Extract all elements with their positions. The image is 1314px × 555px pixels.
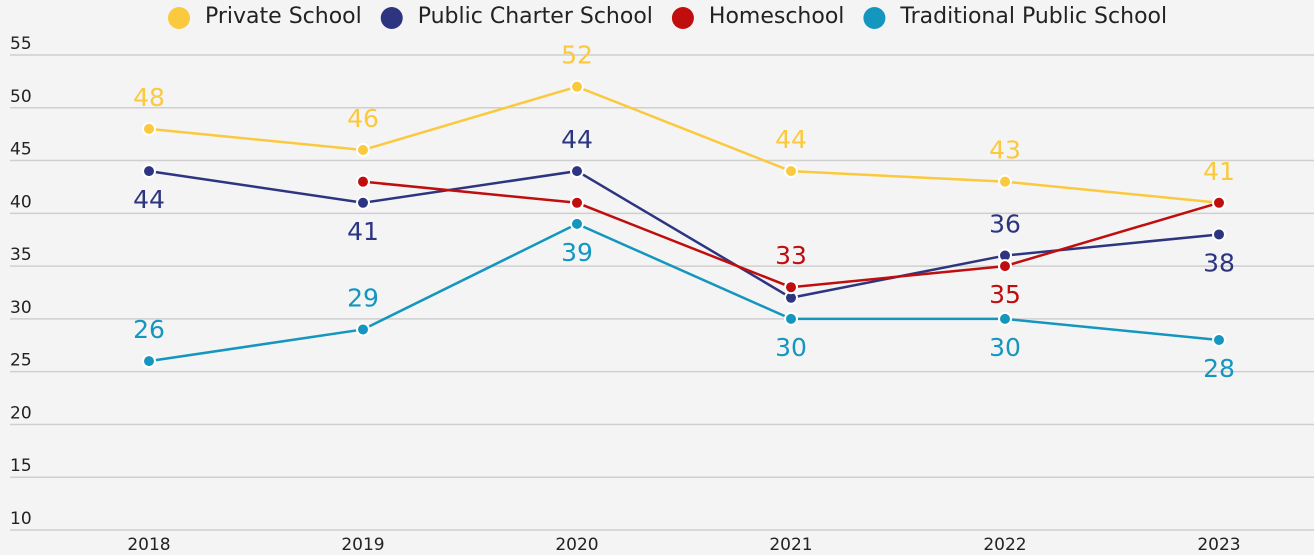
y-tick-label: 25 [10, 351, 32, 371]
data-point [356, 195, 370, 210]
series-line [362, 180, 1220, 289]
data-point [998, 259, 1012, 274]
data-label: 41 [1203, 157, 1235, 186]
data-label: 30 [989, 333, 1021, 362]
y-tick-label: 45 [10, 140, 32, 160]
legend-label: Homeschool [709, 4, 845, 29]
series-line [148, 85, 1220, 205]
data-label: 38 [1203, 248, 1235, 277]
x-tick-label: 2019 [341, 535, 384, 555]
y-tick-label: 35 [10, 245, 32, 265]
series-line [148, 222, 1220, 363]
y-tick-label: 30 [10, 298, 32, 318]
data-label: 33 [775, 241, 807, 270]
data-point [1212, 195, 1226, 210]
data-label: 29 [347, 283, 379, 312]
data-label: 44 [775, 125, 807, 154]
y-tick-label: 15 [10, 456, 32, 476]
data-point [998, 311, 1012, 326]
legend-marker [671, 7, 694, 29]
data-point [784, 280, 798, 295]
data-point [784, 311, 798, 326]
data-label: 52 [561, 41, 593, 70]
y-tick-label: 20 [10, 403, 32, 423]
data-point [356, 322, 370, 337]
x-tick-label: 2021 [769, 535, 812, 555]
data-point [570, 164, 584, 179]
y-tick-label: 50 [10, 87, 32, 107]
data-label: 43 [989, 136, 1021, 165]
data-label: 41 [347, 217, 379, 246]
legend-label: Public Charter School [418, 4, 653, 29]
data-label: 39 [561, 238, 593, 267]
series-line [148, 169, 1220, 300]
data-label: 28 [1203, 354, 1235, 383]
legend-marker [380, 7, 403, 29]
data-point [1212, 227, 1226, 242]
data-point [142, 121, 156, 136]
data-label: 26 [133, 315, 165, 344]
y-tick-label: 10 [10, 509, 32, 529]
x-tick-label: 2018 [127, 535, 170, 555]
legend-marker [863, 7, 886, 29]
data-label: 44 [133, 185, 165, 214]
data-label: 35 [989, 280, 1021, 309]
data-point [570, 216, 584, 231]
data-point [1212, 333, 1226, 347]
data-point [142, 354, 156, 369]
data-point [356, 174, 370, 189]
legend-marker [168, 7, 190, 29]
y-tick-label: 55 [10, 34, 32, 54]
data-point [356, 143, 370, 157]
data-label: 36 [989, 210, 1021, 239]
data-label: 30 [775, 333, 807, 362]
data-point [142, 164, 156, 179]
data-label: 44 [561, 125, 593, 154]
data-label: 48 [133, 83, 165, 112]
data-point [784, 164, 798, 179]
data-point [570, 195, 584, 210]
data-point [998, 174, 1012, 189]
x-tick-label: 2020 [555, 535, 598, 555]
x-tick-label: 2022 [983, 535, 1026, 555]
data-label: 46 [347, 104, 379, 133]
legend-label: Traditional Public School [899, 4, 1167, 29]
y-tick-label: 40 [10, 192, 32, 212]
x-tick-label: 2023 [1197, 535, 1240, 555]
data-point [570, 79, 584, 94]
legend-label: Private School [205, 4, 362, 29]
